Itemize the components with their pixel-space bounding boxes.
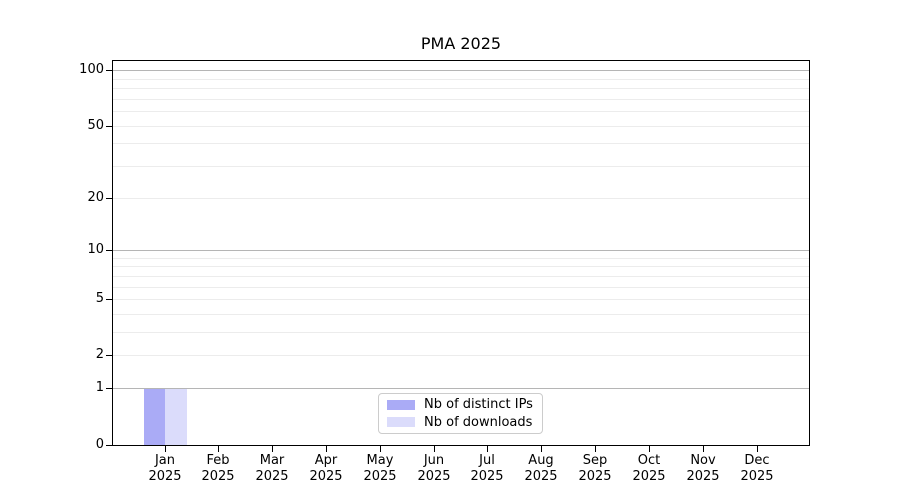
year-label: 2025: [363, 469, 397, 484]
x-axis-tick: [272, 446, 273, 452]
x-axis-tick-label: Apr 2025: [294, 453, 358, 485]
year-label: 2025: [201, 469, 235, 484]
y-axis-tick-label: 50: [87, 118, 104, 133]
x-axis-tick: [541, 446, 542, 452]
year-label: 2025: [417, 469, 451, 484]
minor-gridline: [113, 126, 809, 127]
plot-area: [112, 60, 810, 446]
major-gridline: [113, 388, 809, 389]
y-axis-tick: [106, 126, 112, 127]
minor-gridline: [113, 287, 809, 288]
x-axis-tick-label: Jan 2025: [133, 453, 197, 485]
x-axis-tick-label: Jun 2025: [402, 453, 466, 485]
minor-gridline: [113, 79, 809, 80]
x-axis-tick-label: Oct 2025: [617, 453, 681, 485]
minor-gridline: [113, 299, 809, 300]
minor-gridline: [113, 355, 809, 356]
legend-label-distinct-ips: Nb of distinct IPs: [424, 397, 533, 413]
minor-gridline: [113, 198, 809, 199]
month-label: Aug: [528, 453, 554, 468]
month-label: Dec: [744, 453, 770, 468]
month-label: Nov: [690, 453, 716, 468]
month-label: Mar: [259, 453, 285, 468]
minor-gridline: [113, 99, 809, 100]
minor-gridline: [113, 314, 809, 315]
x-axis-tick-label: Jul 2025: [455, 453, 519, 485]
bar-downloads: [165, 388, 187, 445]
y-axis-tick-label: 10: [87, 242, 104, 257]
y-axis-tick-label: 1: [95, 380, 104, 395]
x-axis-tick: [434, 446, 435, 452]
y-axis-tick-label: 2: [95, 347, 104, 362]
major-gridline: [113, 250, 809, 251]
y-axis-tick-label: 100: [79, 62, 104, 77]
month-label: Jun: [423, 453, 445, 468]
month-label: Oct: [637, 453, 661, 468]
minor-gridline: [113, 276, 809, 277]
minor-gridline: [113, 88, 809, 89]
y-axis-tick: [106, 250, 112, 251]
minor-gridline: [113, 258, 809, 259]
x-axis-tick-label: Feb 2025: [186, 453, 250, 485]
month-label: May: [366, 453, 394, 468]
y-axis-tick: [106, 388, 112, 389]
minor-gridline: [113, 332, 809, 333]
x-axis-tick: [326, 446, 327, 452]
y-axis-tick: [106, 445, 112, 446]
month-label: Apr: [314, 453, 338, 468]
legend-swatch-distinct-ips-icon: [387, 399, 415, 410]
x-axis-tick: [703, 446, 704, 452]
legend-item-distinct-ips: Nb of distinct IPs: [387, 396, 534, 413]
year-label: 2025: [686, 469, 720, 484]
legend-item-downloads: Nb of downloads: [387, 414, 534, 431]
x-axis-tick-label: Aug 2025: [509, 453, 573, 485]
legend: Nb of distinct IPs Nb of downloads: [378, 393, 543, 434]
month-label: Jul: [479, 453, 495, 468]
x-axis-tick: [649, 446, 650, 452]
x-axis-tick-label: May 2025: [348, 453, 412, 485]
x-axis-tick-label: Sep 2025: [563, 453, 627, 485]
x-axis-tick: [595, 446, 596, 452]
x-axis-tick: [165, 446, 166, 452]
year-label: 2025: [740, 469, 774, 484]
minor-gridline: [113, 166, 809, 167]
minor-gridline: [113, 111, 809, 112]
year-label: 2025: [632, 469, 666, 484]
y-axis-tick: [106, 355, 112, 356]
y-axis-tick: [106, 299, 112, 300]
legend-swatch-downloads-icon: [387, 417, 415, 428]
year-label: 2025: [524, 469, 558, 484]
month-label: Jan: [154, 453, 176, 468]
year-label: 2025: [470, 469, 504, 484]
legend-label-downloads: Nb of downloads: [424, 414, 533, 430]
year-label: 2025: [148, 469, 182, 484]
y-axis-tick: [106, 198, 112, 199]
chart-title: PMA 2025: [420, 34, 502, 53]
y-axis-tick-label: 0: [95, 437, 104, 452]
x-axis-tick: [757, 446, 758, 452]
y-axis-tick-label: 5: [95, 291, 104, 306]
major-gridline: [113, 70, 809, 71]
y-axis-tick: [106, 70, 112, 71]
x-axis-tick-label: Mar 2025: [240, 453, 304, 485]
x-axis-tick: [487, 446, 488, 452]
x-axis-tick: [380, 446, 381, 452]
month-label: Feb: [206, 453, 230, 468]
x-axis-tick-label: Nov 2025: [671, 453, 735, 485]
bar-distinct-ips: [143, 388, 165, 445]
minor-gridline: [113, 266, 809, 267]
x-axis-tick: [218, 446, 219, 452]
month-label: Sep: [582, 453, 608, 468]
year-label: 2025: [309, 469, 343, 484]
x-axis-tick-label: Dec 2025: [725, 453, 789, 485]
year-label: 2025: [578, 469, 612, 484]
year-label: 2025: [255, 469, 289, 484]
minor-gridline: [113, 143, 809, 144]
y-axis-tick-label: 20: [87, 190, 104, 205]
